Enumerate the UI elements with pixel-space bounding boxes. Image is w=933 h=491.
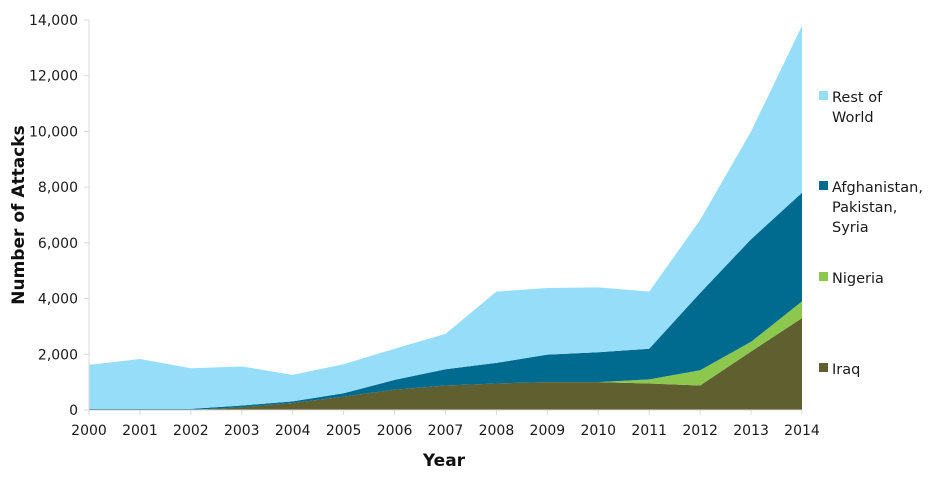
area-iraq [89, 318, 802, 410]
x-tick-label: 2009 [530, 423, 566, 439]
y-tick-label: 0 [69, 403, 78, 419]
y-tick-label: 12,000 [29, 69, 78, 85]
axes-group [84, 19, 803, 415]
y-tick-labels: 0 2,000 4,000 6,000 8,000 10,000 12,000 14,000 [29, 13, 78, 419]
legend-swatch [819, 272, 828, 281]
y-tick-label: 8,000 [38, 180, 78, 196]
x-tick-label: 2013 [733, 423, 769, 439]
x-tick-label: 2014 [784, 423, 820, 439]
y-tick-label: 10,000 [29, 124, 78, 140]
legend-label: Iraq [832, 362, 860, 378]
x-tick-label: 2008 [479, 423, 515, 439]
x-tick-label: 2001 [122, 423, 158, 439]
x-axis-title: Year [422, 451, 466, 471]
x-tick-label: 2003 [224, 423, 260, 439]
legend: Rest of World Afghanistan, Pakistan, Syria Ni… [819, 90, 923, 378]
legend-swatch [819, 91, 828, 100]
area-series-group [89, 25, 802, 410]
legend-item-iraq: Iraq [819, 362, 860, 378]
x-tick-label: 2012 [682, 423, 718, 439]
y-tick-label: 14,000 [29, 13, 78, 29]
x-tick-label: 2000 [71, 423, 107, 439]
x-tick-label: 2002 [173, 423, 209, 439]
legend-item-afghanistan-pakistan-syria: Afghanistan, Pakistan, Syria [819, 180, 923, 236]
y-tick-label: 6,000 [38, 236, 78, 252]
legend-item-nigeria: Nigeria [819, 271, 884, 287]
x-tick-label: 2005 [326, 423, 362, 439]
x-tick-labels: 2000 2001 2002 2003 2004 2005 2006 2007 2008 2009… [71, 423, 820, 439]
x-tick-label: 2006 [377, 423, 413, 439]
area-afghanistan-pakistan-syria [89, 192, 802, 410]
x-tick-label: 2011 [631, 423, 667, 439]
area-rest-of-world [89, 25, 802, 409]
x-tick-label: 2004 [275, 423, 311, 439]
legend-label: Afghanistan, Pakistan, Syria [832, 180, 923, 236]
legend-swatch [819, 181, 828, 190]
legend-label: Rest of World [832, 90, 883, 126]
legend-item-rest-of-world: Rest of World [819, 90, 883, 126]
x-tick-label: 2010 [580, 423, 616, 439]
x-tick-label: 2007 [428, 423, 464, 439]
y-tick-label: 4,000 [38, 292, 78, 308]
legend-swatch [819, 363, 828, 372]
y-tick-label: 2,000 [38, 347, 78, 363]
y-axis-title: Number of Attacks [9, 125, 29, 304]
legend-label: Nigeria [832, 271, 884, 287]
